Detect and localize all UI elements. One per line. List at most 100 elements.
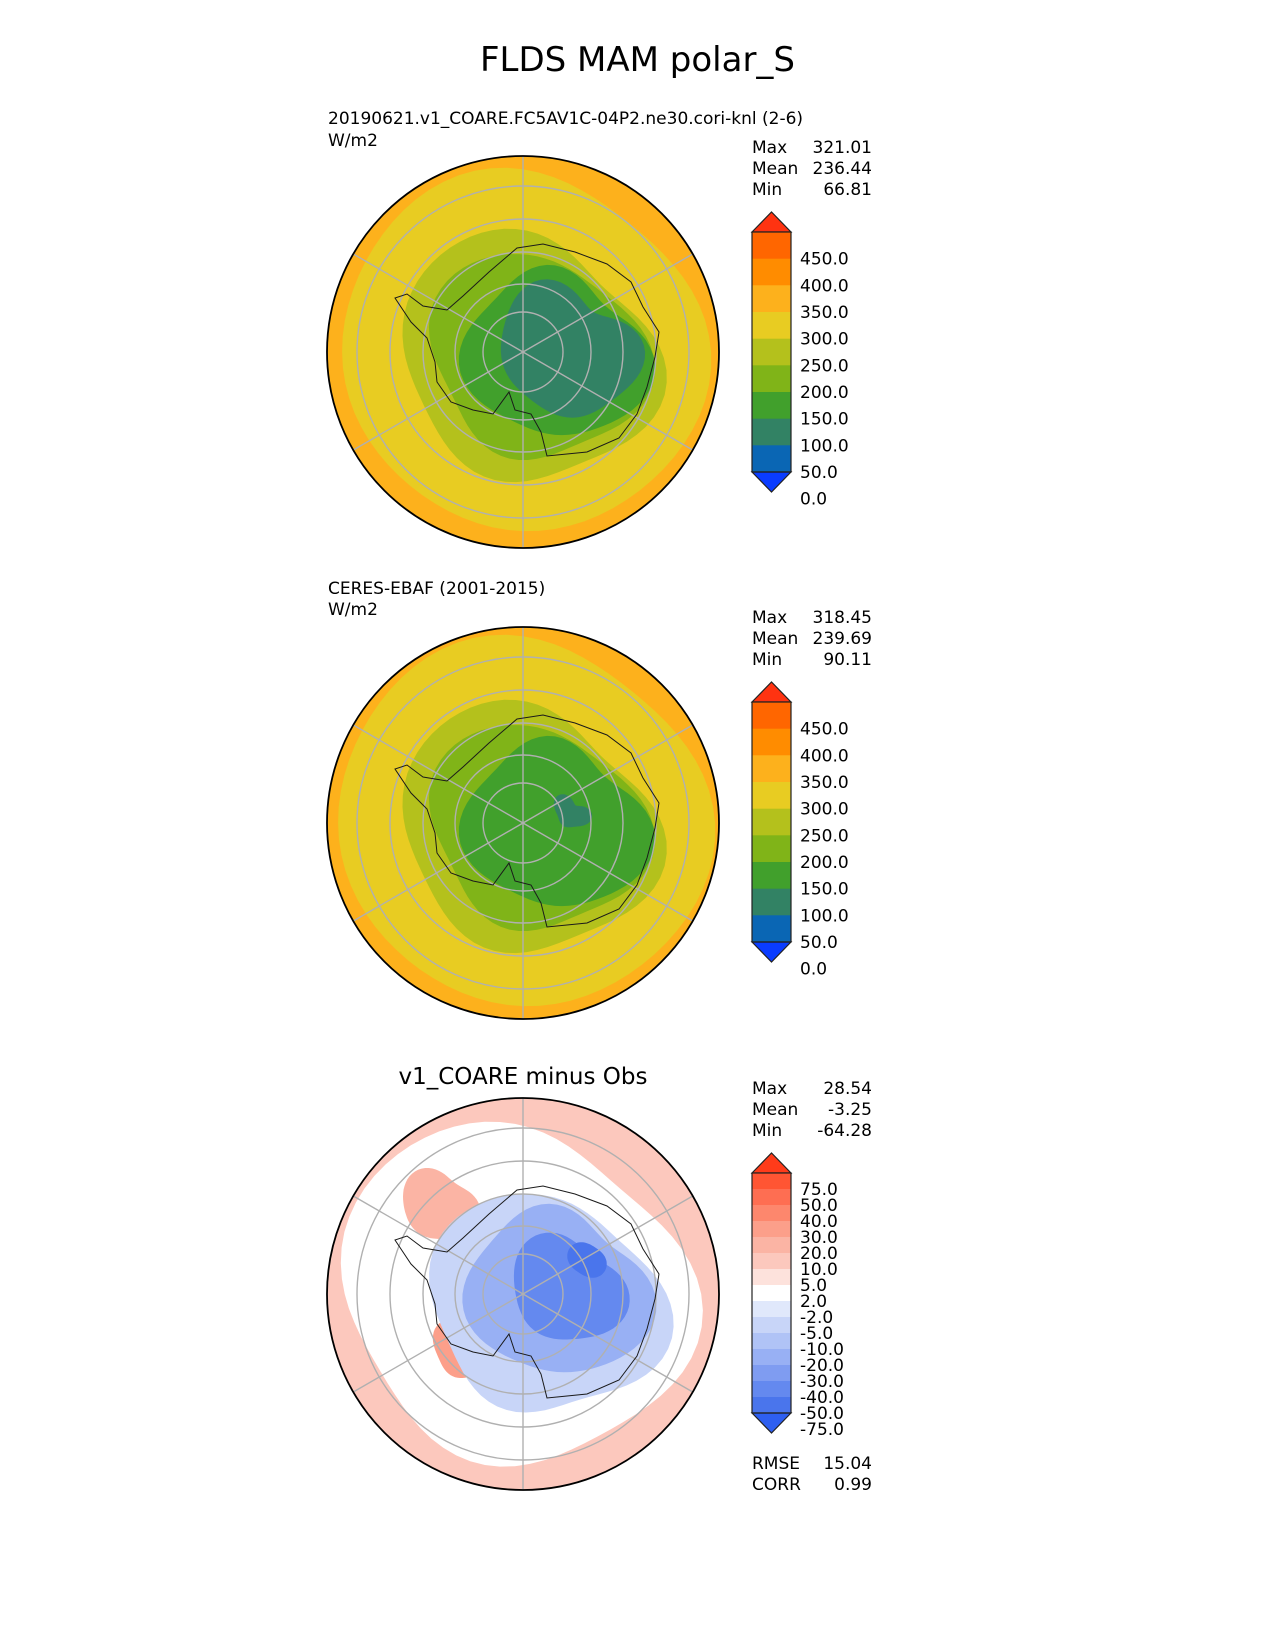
stat-label: Min bbox=[752, 1121, 783, 1141]
colorbar-segment bbox=[752, 418, 791, 446]
stat-value: 28.54 bbox=[823, 1079, 872, 1099]
obs-panel-title: CERES-EBAF (2001-2015) bbox=[328, 579, 546, 599]
colorbar-tick-label: 450.0 bbox=[800, 250, 849, 270]
colorbar-extend-min bbox=[750, 941, 793, 963]
stat-value: 321.01 bbox=[812, 138, 872, 158]
diff-stat-mean: Mean -3.25 bbox=[752, 1100, 872, 1121]
colorbar-tick-label: -75.0 bbox=[800, 1420, 844, 1440]
metric-label: CORR bbox=[752, 1475, 801, 1495]
colorbar-segment bbox=[752, 915, 791, 943]
model-panel-units: W/m2 bbox=[328, 131, 378, 151]
colorbar-tick-label: 300.0 bbox=[800, 800, 849, 820]
colorbar-tick-label: 0.0 bbox=[800, 490, 827, 510]
colorbar-segment bbox=[752, 835, 791, 863]
diff-metric-rmse: RMSE 15.04 bbox=[752, 1454, 872, 1475]
colorbar-segment bbox=[752, 1269, 791, 1286]
colorbar-tick-label: 2.0 bbox=[800, 1292, 827, 1312]
map-boundary bbox=[326, 626, 720, 1020]
map-model bbox=[326, 155, 720, 549]
longitude-line bbox=[522, 1195, 694, 1295]
model-stat-min: Min 66.81 bbox=[752, 180, 872, 201]
obs-stat-mean: Mean 239.69 bbox=[752, 629, 872, 650]
colorbar-extend-max bbox=[750, 211, 793, 233]
colorbar-tick-label: 300.0 bbox=[800, 330, 849, 350]
map-field bbox=[327, 1098, 719, 1490]
colorbar-tick-label: 75.0 bbox=[800, 1180, 838, 1200]
colorbar-segment bbox=[752, 862, 791, 890]
model-panel-title: 20190621.v1_COARE.FC5AV1C-04P2.ne30.cori… bbox=[328, 109, 804, 129]
map-diff bbox=[326, 1097, 720, 1491]
stat-value: 239.69 bbox=[812, 629, 872, 649]
map-field bbox=[327, 156, 719, 548]
metric-value: 0.99 bbox=[834, 1475, 872, 1495]
longitude-line bbox=[352, 253, 524, 353]
stat-label: Mean bbox=[752, 629, 799, 649]
colorbar-extend-max bbox=[750, 1152, 793, 1174]
colorbar-tick-label: 50.0 bbox=[800, 463, 838, 483]
colorbar-tick-label: -50.0 bbox=[800, 1404, 844, 1424]
colorbar-tick-label: 450.0 bbox=[800, 720, 849, 740]
colorbar-tick-label: -2.0 bbox=[800, 1308, 833, 1328]
colorbar-segment bbox=[752, 728, 791, 756]
colorbar-segment bbox=[752, 445, 791, 473]
diff-stat-min: Min -64.28 bbox=[752, 1121, 872, 1142]
colorbar-tick-label: 50.0 bbox=[800, 933, 838, 953]
stat-value: 66.81 bbox=[823, 180, 872, 200]
colorbar-segment bbox=[752, 782, 791, 810]
map-boundary bbox=[326, 155, 720, 549]
colorbar-diff: 75.050.040.030.020.010.05.02.0-2.0-5.0-1… bbox=[750, 1152, 844, 1440]
colorbar-tick-label: 100.0 bbox=[800, 436, 849, 456]
stat-value: 90.11 bbox=[823, 650, 872, 670]
longitude-line bbox=[522, 351, 694, 451]
colorbar-segment bbox=[752, 1173, 791, 1190]
field-band-100-150 bbox=[458, 735, 655, 907]
longitude-line bbox=[522, 724, 694, 824]
colorbar-segment bbox=[752, 1221, 791, 1238]
metric-label: RMSE bbox=[752, 1454, 801, 1474]
model-stat-mean: Mean 236.44 bbox=[752, 159, 872, 180]
colorbar-segment bbox=[752, 1333, 791, 1350]
longitude-line bbox=[352, 1293, 524, 1393]
colorbar-segment bbox=[752, 312, 791, 340]
model-stat-max: Max 321.01 bbox=[752, 138, 872, 159]
stat-label: Max bbox=[752, 138, 788, 158]
diff-stat-max: Max 28.54 bbox=[752, 1079, 872, 1100]
longitude-line bbox=[522, 253, 694, 353]
colorbar-segment bbox=[752, 1317, 791, 1334]
colorbar-segment bbox=[752, 888, 791, 916]
colorbar-segment bbox=[752, 1253, 791, 1270]
colorbar-tick-label: -20.0 bbox=[800, 1356, 844, 1376]
colorbar-extend-max bbox=[750, 681, 793, 703]
colorbar-tick-label: -30.0 bbox=[800, 1372, 844, 1392]
diff-metric-corr: CORR 0.99 bbox=[752, 1475, 872, 1496]
colorbar-tick-label: 30.0 bbox=[800, 1228, 838, 1248]
colorbar-tick-label: 50.0 bbox=[800, 1196, 838, 1216]
colorbar-segment bbox=[752, 1397, 791, 1414]
obs-stat-min: Min 90.11 bbox=[752, 650, 872, 671]
colorbar-segment bbox=[752, 1205, 791, 1222]
longitude-line bbox=[522, 1293, 694, 1393]
colorbar-model: 450.0 400.0 350.0 300.0 250.0 200.0 150.0 100.0… bbox=[750, 211, 849, 510]
colorbar-segment bbox=[752, 1349, 791, 1366]
colorbar-tick-label: -40.0 bbox=[800, 1388, 844, 1408]
coastline bbox=[394, 714, 660, 928]
longitude-line bbox=[352, 351, 524, 451]
stat-value: -3.25 bbox=[828, 1100, 872, 1120]
colorbar-tick-label: 150.0 bbox=[800, 410, 849, 430]
colorbar-tick-label: 250.0 bbox=[800, 356, 849, 376]
colorbar-segment bbox=[752, 808, 791, 836]
colorbar-tick-label: 350.0 bbox=[800, 303, 849, 323]
colorbar-segment bbox=[752, 1381, 791, 1398]
colorbar-segment bbox=[752, 1365, 791, 1382]
stat-label: Min bbox=[752, 180, 783, 200]
colorbar-extend-min bbox=[750, 471, 793, 493]
colorbar-tick-label: -10.0 bbox=[800, 1340, 844, 1360]
colorbar-tick-label: 100.0 bbox=[800, 906, 849, 926]
colorbar-segment bbox=[752, 1301, 791, 1318]
longitude-line bbox=[352, 822, 524, 922]
colorbar-tick-label: 400.0 bbox=[800, 276, 849, 296]
diff-panel-title: v1_COARE minus Obs bbox=[398, 1064, 648, 1090]
metric-value: 15.04 bbox=[823, 1454, 872, 1474]
map-field bbox=[327, 627, 719, 1019]
